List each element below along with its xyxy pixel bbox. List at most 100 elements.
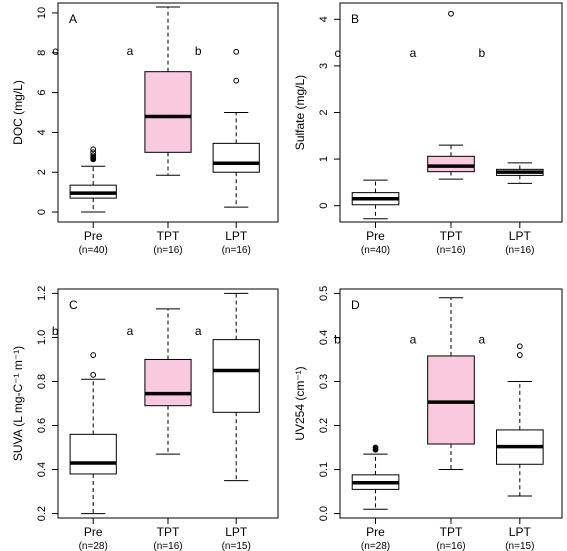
x-tick-label: LPT [509,525,532,539]
outlier-point [90,352,97,358]
box-pre: c Pre (n=40) [335,46,400,256]
box-tpt: a TPT (n=16) [410,297,475,551]
sample-count-label: (n=40) [79,245,108,256]
outlier-point [448,10,454,17]
panel-letter: D [351,298,360,312]
significance-letter: a [410,333,417,347]
significance-letter: b [478,46,485,60]
y-tick-label: 0.4 [36,462,48,477]
y-tick-label: 0.5 [318,286,330,301]
x-tick-label: Pre [84,525,103,539]
box-tpt: a TPT (n=16) [410,10,475,256]
x-tick-label: TPT [157,229,180,243]
box-lpt: b LPT (n=16) [195,44,260,256]
box-pre: c Pre (n=40) [52,44,117,256]
sample-count-label: (n=28) [79,541,108,551]
y-tick-label: 0.2 [36,506,48,521]
box-pre: b Pre (n=28) [52,324,117,551]
outlier-point [90,146,97,153]
panel-a: A 0 2 4 6 8 10 DOC (mg/L) c Pre (n=40) a TPT (n=16) b L… [11,2,279,256]
panel-b: B 0 1 2 3 4 Sulfate (mg/L) c Pre (n=40) a TPT (n=16)… [293,2,563,256]
significance-letter: b [195,44,202,58]
x-tick-label: LPT [225,229,248,243]
y-tick-label: 0.3 [318,374,330,389]
x-tick-label: Pre [366,525,385,539]
sample-count-label: (n=28) [361,541,390,551]
sample-count-label: (n=16) [505,245,534,256]
significance-letter: a [127,324,134,338]
outlier-point [516,352,523,358]
box-lpt: b LPT (n=16) [478,46,544,256]
box-pre: b Pre (n=28) [334,333,400,551]
sample-count-label: (n=15) [222,541,251,551]
iqr-box [427,355,475,445]
sample-count-label: (n=16) [436,245,465,256]
y-tick-label: 2 [318,109,330,115]
iqr-box [427,155,475,173]
y-tick-label: 0.0 [318,506,330,521]
outlier-point [516,343,523,350]
plot-frame [339,2,563,223]
box-tpt: a TPT (n=16) [127,6,192,256]
iqr-box [144,358,192,407]
significance-letter: a [127,44,134,58]
iqr-box [69,433,117,475]
y-tick-label: 1.2 [36,286,48,301]
y-tick-label: 3 [318,63,330,69]
y-axis-label: UV254 (cm⁻¹) [293,366,307,440]
x-tick-label: TPT [440,525,463,539]
sample-count-label: (n=16) [436,541,465,551]
x-tick-label: Pre [84,229,103,243]
y-tick-label: 0.8 [36,374,48,389]
outlier-point [90,149,97,156]
y-tick-label: 1 [318,156,330,162]
y-axis-label: DOC (mg/L) [11,80,25,145]
x-tick-label: Pre [366,229,385,243]
outlier-point [233,77,240,84]
panel-letter: A [69,12,77,26]
sample-count-label: (n=16) [153,541,182,551]
y-tick-label: 0 [318,203,330,209]
y-axis-label: SUVA (L mg-C⁻¹ m⁻¹) [11,346,25,461]
significance-letter: b [52,324,59,338]
significance-letter: c [52,44,58,58]
y-tick-label: 0 [36,209,48,215]
outlier-point [90,371,97,378]
y-tick-label: 6 [36,90,48,96]
y-tick-label: 2 [36,169,48,175]
panel-c: C 0.2 0.4 0.6 0.8 1.0 1.2 SUVA (L mg-C⁻¹ m⁻¹) b P… [11,286,279,551]
y-tick-label: 4 [36,129,48,135]
x-tick-label: LPT [225,525,248,539]
panel-d: D 0.0 0.1 0.2 0.3 0.4 0.5 UV254 (cm⁻¹) b Pre (n=28… [293,286,563,551]
significance-letter: a [195,324,202,338]
y-tick-label: 8 [36,50,48,56]
significance-letter: c [335,46,341,60]
panel-letter: B [351,12,359,26]
sample-count-label: (n=16) [222,245,251,256]
significance-letter: b [334,333,341,347]
significance-letter: a [478,333,485,347]
outlier-point [90,152,97,159]
sample-count-label: (n=16) [153,245,182,256]
x-tick-label: TPT [157,525,180,539]
x-tick-label: LPT [509,229,532,243]
x-tick-label: TPT [440,229,463,243]
significance-letter: a [410,46,417,60]
panel-letter: C [69,298,78,312]
outlier-point [372,444,379,451]
sample-count-label: (n=40) [361,245,390,256]
outlier-point [233,48,240,55]
y-tick-label: 0.2 [318,418,330,433]
iqr-box [212,142,260,173]
box-tpt: a TPT (n=16) [127,308,192,551]
iqr-box [144,71,192,153]
iqr-box [212,339,260,413]
y-tick-label: 0.4 [318,330,330,345]
y-axis-label: Sulfate (mg/L) [293,75,307,150]
y-tick-label: 1.0 [36,330,48,345]
box-lpt: a LPT (n=15) [478,333,544,551]
y-tick-label: 4 [318,16,330,22]
y-tick-label: 10 [36,7,48,19]
y-tick-label: 0.1 [318,462,330,477]
